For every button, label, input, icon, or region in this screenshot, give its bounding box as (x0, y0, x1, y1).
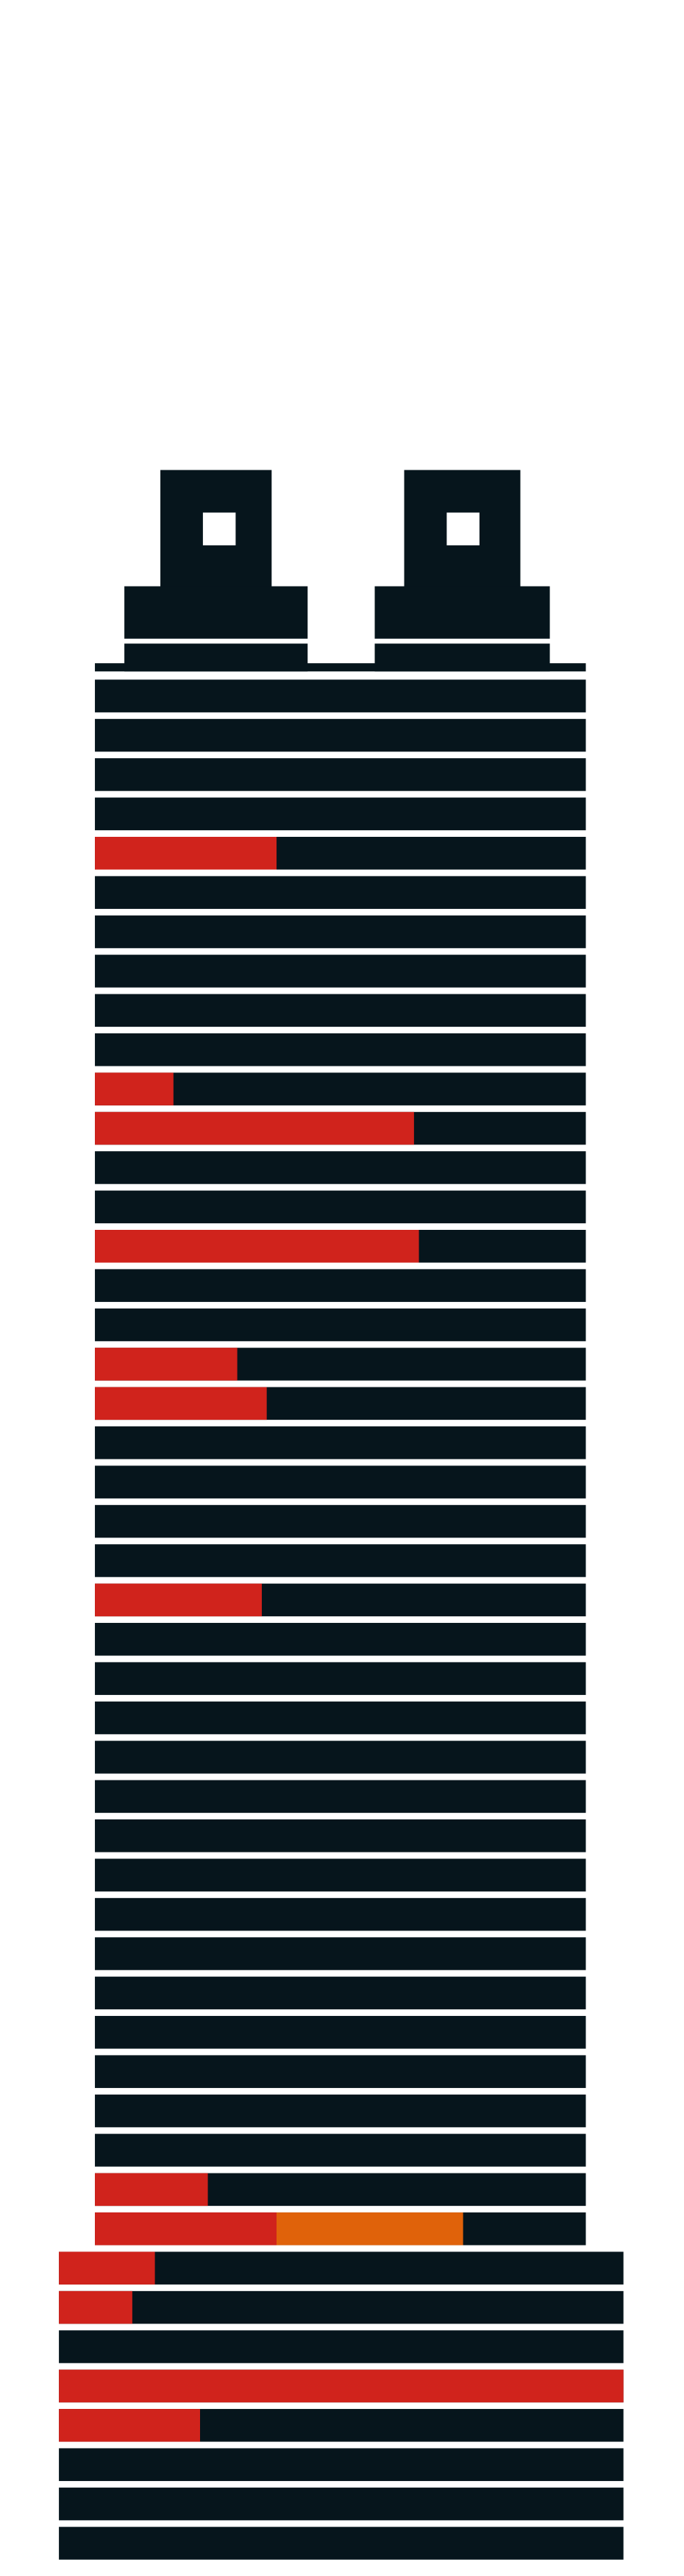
floor (95, 1858, 586, 1892)
floor-segment (95, 1583, 262, 1617)
floor-segment (277, 2212, 463, 2246)
floor (95, 1072, 586, 1105)
floor (95, 1544, 586, 1577)
floor (95, 1701, 586, 1735)
floor-segment (95, 1348, 238, 1381)
floor-segment (95, 1111, 414, 1145)
floor (95, 1269, 586, 1302)
floor (95, 1780, 586, 1814)
floor (95, 1937, 586, 1970)
floor (95, 915, 586, 949)
floor (95, 2016, 586, 2049)
floor (95, 718, 586, 752)
floor-segment (95, 1072, 174, 1105)
floor (95, 2134, 586, 2167)
floor (59, 2487, 624, 2521)
floor (95, 1308, 586, 1342)
window (202, 512, 236, 545)
floor (95, 2094, 586, 2128)
roof-ledge (95, 663, 586, 672)
floor (95, 955, 586, 988)
floor (95, 876, 586, 909)
floor (95, 994, 586, 1027)
floor-segment (59, 2369, 624, 2403)
floor-segment (59, 2290, 132, 2324)
floor-segment (59, 2251, 155, 2285)
floor (95, 1151, 586, 1184)
floor (59, 2527, 624, 2560)
floor (95, 1819, 586, 1853)
floor (95, 1623, 586, 1656)
building-roof (95, 470, 586, 672)
floor (95, 1741, 586, 1774)
floor (95, 1976, 586, 2010)
floor (95, 1033, 586, 1066)
floor-segment (95, 1230, 419, 1263)
floor (95, 1190, 586, 1224)
floor (95, 1426, 586, 1459)
floor-segment (95, 2212, 277, 2246)
floor (95, 679, 586, 712)
floor (95, 797, 586, 831)
floor-segment (95, 2173, 208, 2207)
tower-step (124, 586, 308, 639)
floor (95, 1897, 586, 1931)
tower-step (374, 586, 550, 639)
floor (59, 2448, 624, 2481)
floor (95, 1662, 586, 1695)
floor (59, 2330, 624, 2363)
floor (95, 2055, 586, 2088)
floor (95, 758, 586, 791)
floor-segment (95, 836, 277, 870)
floor (95, 1504, 586, 1538)
floor (59, 2290, 624, 2324)
floor-segment (59, 2409, 200, 2442)
floor (95, 1465, 586, 1498)
window (446, 512, 480, 545)
floor-segment (95, 1387, 267, 1420)
